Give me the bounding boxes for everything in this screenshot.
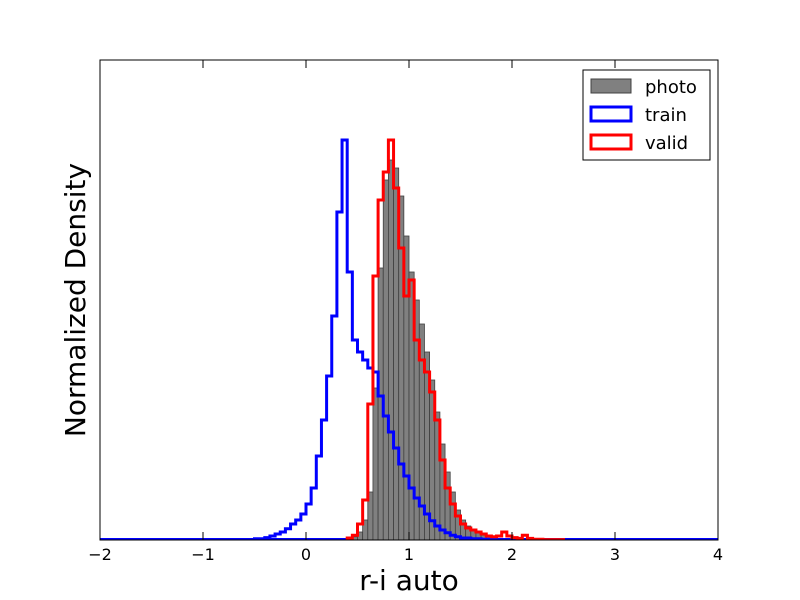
x-tick-label: 3 (610, 545, 620, 564)
legend-label-valid: valid (645, 133, 688, 154)
legend: photo train valid (582, 69, 711, 161)
series-photo (346, 159, 513, 540)
series-train (201, 138, 514, 540)
x-axis-title: r-i auto (359, 564, 459, 597)
bar-photo (387, 159, 394, 540)
bar-photo (382, 179, 389, 540)
legend-label-train: train (645, 105, 687, 126)
bar-photo (372, 387, 379, 540)
x-tick-label: −2 (88, 545, 112, 564)
x-tick-label: 1 (404, 545, 414, 564)
plot-area (100, 138, 718, 540)
x-tick-label: 0 (301, 545, 311, 564)
y-axis-title: Normalized Density (59, 163, 92, 437)
x-tick-label: −1 (191, 545, 215, 564)
legend-swatch-photo (590, 78, 632, 94)
legend-label-photo: photo (645, 77, 697, 98)
axes: −2 −1 0 1 2 3 4 r-i auto Normalized Density (59, 59, 723, 597)
legend-swatch-valid (589, 133, 633, 151)
x-tick-label: 2 (507, 545, 517, 564)
legend-swatch-train (589, 105, 633, 123)
step-line-train (201, 138, 514, 540)
x-tick-label: 4 (713, 545, 723, 564)
